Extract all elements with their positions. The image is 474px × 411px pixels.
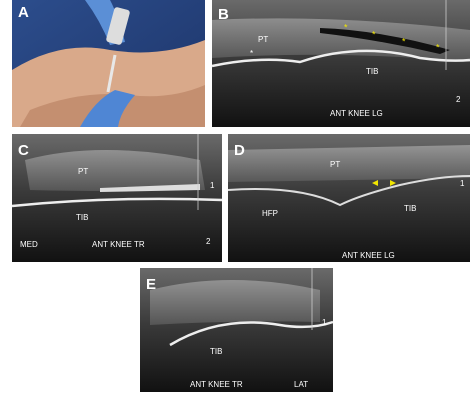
structure-label: TIB <box>210 347 222 356</box>
panel-a: A <box>12 0 205 127</box>
view-label: ANT KNEE LG <box>342 251 395 260</box>
panel-label: D <box>234 142 245 159</box>
fluid <box>320 28 450 54</box>
bone-surface <box>169 320 334 347</box>
depth-label: 2 <box>206 237 211 246</box>
panel-b: B PT TIB ANT KNEE LG * * * * * 2 <box>211 0 471 127</box>
orientation-label: LAT <box>294 380 308 389</box>
tendon <box>150 280 320 325</box>
depth-label: 1 <box>322 318 327 327</box>
panel-label: B <box>218 6 229 23</box>
tendon <box>212 18 470 62</box>
tendon <box>25 150 205 191</box>
structure-label: TIB <box>404 204 416 213</box>
depth-label: 2 <box>456 95 461 104</box>
structure-label: TIB <box>366 67 378 76</box>
view-label: ANT KNEE LG <box>330 109 383 118</box>
bone-surface <box>227 175 471 207</box>
panel-d: D PT HFP TIB ANT KNEE LG 1 <box>227 134 471 262</box>
panel-e: E TIB ANT KNEE TR LAT 1 <box>140 268 334 392</box>
glove-lower <box>80 90 135 127</box>
marker: * <box>372 29 376 39</box>
view-label: ANT KNEE TR <box>190 380 243 389</box>
panel-c: C PT TIB MED ANT KNEE TR 1 2 <box>11 134 223 262</box>
marker: * <box>402 36 406 46</box>
view-label: ANT KNEE TR <box>92 240 145 249</box>
depth-label: 1 <box>210 181 215 190</box>
orientation-label: MED <box>20 240 38 249</box>
bone-surface <box>11 197 223 208</box>
arrows <box>372 180 396 186</box>
needle <box>100 184 200 192</box>
needle <box>106 54 117 93</box>
marker: * <box>344 22 348 32</box>
bone-surface <box>211 49 471 68</box>
tendon <box>228 145 470 182</box>
marker: * <box>250 49 253 58</box>
panel-label: A <box>18 4 29 21</box>
structure-label: HFP <box>262 209 278 218</box>
structure-label: TIB <box>76 213 88 222</box>
panel-label: E <box>146 276 156 293</box>
panel-label: C <box>18 142 29 159</box>
probe <box>106 7 130 45</box>
structure-label: PT <box>78 167 88 176</box>
marker: * <box>436 42 440 52</box>
structure-label: PT <box>258 35 268 44</box>
structure-label: PT <box>330 160 340 169</box>
depth-label: 1 <box>460 179 465 188</box>
